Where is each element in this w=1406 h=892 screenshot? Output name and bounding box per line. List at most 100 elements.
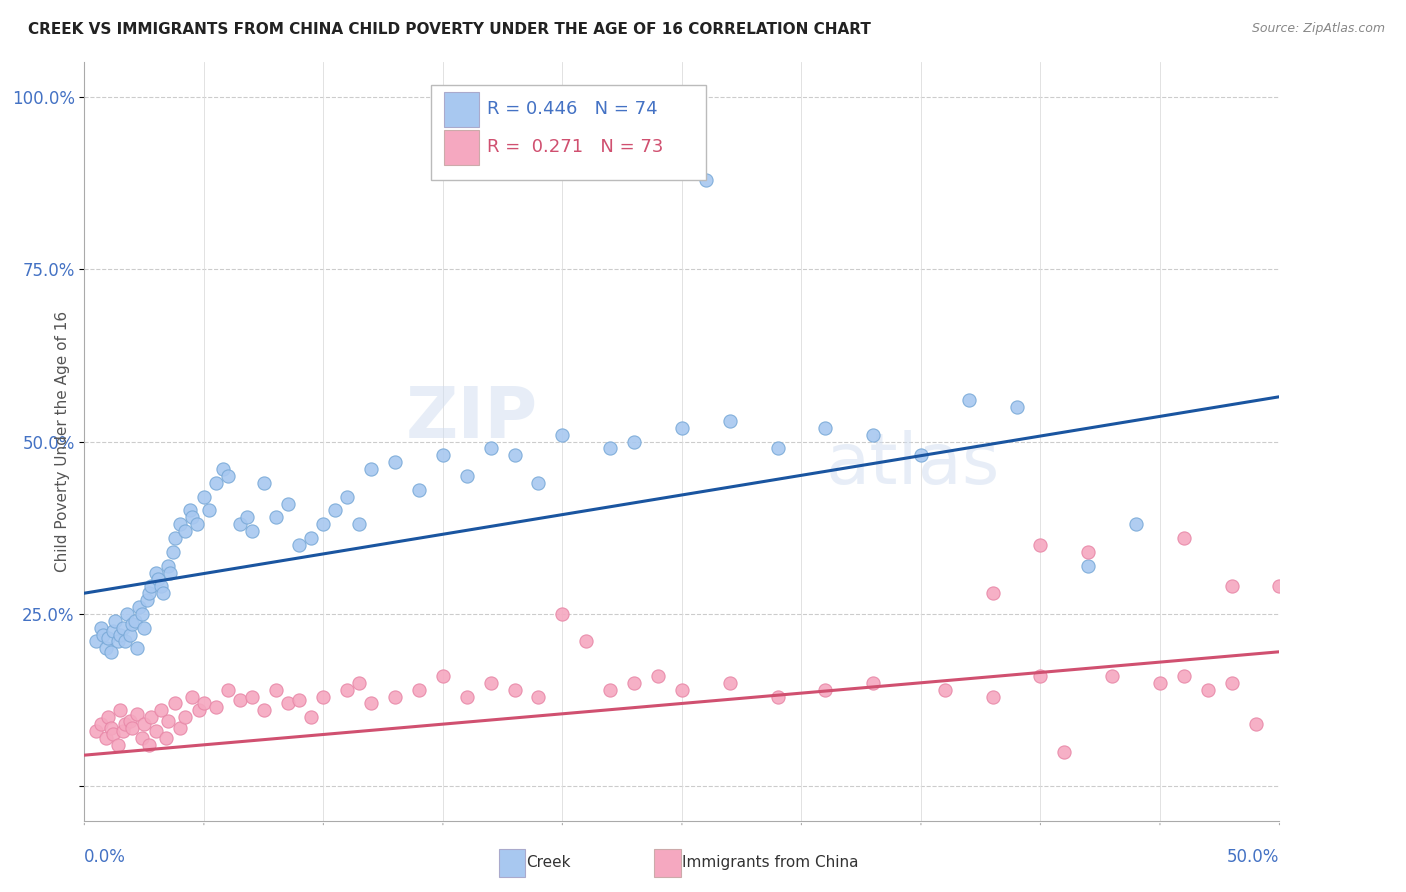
Point [862, 675, 884, 690]
Point [1220, 675, 1243, 690]
Point [1220, 579, 1243, 593]
Text: 50.0%: 50.0% [1227, 848, 1279, 866]
Point [384, 455, 406, 469]
Point [312, 690, 335, 704]
Point [575, 634, 598, 648]
Point [124, 614, 146, 628]
Point [157, 558, 180, 573]
Point [212, 462, 235, 476]
Point [114, 717, 136, 731]
Point [110, 703, 132, 717]
Point [1125, 517, 1147, 532]
Point [94, 731, 117, 745]
Point [277, 697, 299, 711]
Point [145, 724, 167, 739]
Point [118, 714, 141, 728]
FancyBboxPatch shape [444, 130, 479, 165]
Point [718, 675, 741, 690]
Text: Creek: Creek [527, 855, 571, 870]
Point [349, 675, 371, 690]
Point [623, 434, 645, 449]
Point [111, 724, 134, 739]
Point [301, 710, 323, 724]
Point [479, 675, 502, 690]
Point [188, 703, 211, 717]
Text: Immigrants from China: Immigrants from China [682, 855, 859, 870]
Point [527, 475, 550, 490]
Point [408, 682, 430, 697]
Point [647, 669, 669, 683]
Point [90, 717, 112, 731]
Point [236, 510, 259, 524]
Point [599, 442, 621, 456]
Point [957, 393, 980, 408]
Point [135, 593, 157, 607]
Text: Source: ZipAtlas.com: Source: ZipAtlas.com [1251, 22, 1385, 36]
Point [90, 621, 112, 635]
Point [229, 693, 252, 707]
Point [217, 682, 239, 697]
Point [1149, 675, 1171, 690]
Point [148, 573, 170, 587]
Point [288, 538, 311, 552]
Point [1197, 682, 1219, 697]
Point [456, 690, 478, 704]
Point [264, 510, 287, 524]
Point [193, 697, 215, 711]
Point [132, 621, 156, 635]
Point [152, 586, 174, 600]
Point [253, 475, 276, 490]
Y-axis label: Child Poverty Under the Age of 16: Child Poverty Under the Age of 16 [55, 311, 70, 572]
Point [1077, 545, 1099, 559]
Point [118, 627, 141, 641]
Point [101, 727, 124, 741]
Point [981, 586, 1004, 600]
Point [114, 634, 136, 648]
Text: R = 0.446   N = 74: R = 0.446 N = 74 [486, 101, 658, 119]
Point [125, 641, 148, 656]
Point [104, 614, 127, 628]
Point [131, 731, 153, 745]
Point [503, 682, 526, 697]
Point [1173, 531, 1195, 545]
Point [165, 531, 187, 545]
Point [671, 421, 693, 435]
Point [94, 641, 117, 656]
Point [197, 503, 219, 517]
Point [336, 490, 359, 504]
Point [101, 624, 124, 639]
Point [169, 721, 191, 735]
Point [97, 710, 120, 724]
Point [277, 497, 299, 511]
Point [186, 517, 208, 532]
Point [181, 690, 204, 704]
Point [910, 448, 932, 462]
Point [86, 724, 108, 739]
Point [1244, 717, 1267, 731]
Point [111, 621, 134, 635]
Point [1268, 579, 1291, 593]
Point [100, 645, 122, 659]
Point [240, 690, 263, 704]
Text: ZIP: ZIP [406, 384, 538, 453]
Point [1101, 669, 1123, 683]
Point [165, 697, 187, 711]
Point [1173, 669, 1195, 683]
Point [325, 503, 347, 517]
Point [240, 524, 263, 538]
Point [169, 517, 191, 532]
Point [117, 607, 139, 621]
Text: CREEK VS IMMIGRANTS FROM CHINA CHILD POVERTY UNDER THE AGE OF 16 CORRELATION CHA: CREEK VS IMMIGRANTS FROM CHINA CHILD POV… [28, 22, 870, 37]
Point [125, 706, 148, 721]
Point [86, 634, 108, 648]
Point [149, 579, 172, 593]
Point [766, 442, 789, 456]
Point [336, 682, 359, 697]
Point [432, 669, 454, 683]
Text: 0.0%: 0.0% [84, 848, 127, 866]
Point [145, 566, 167, 580]
Point [671, 682, 693, 697]
Point [432, 448, 454, 462]
Point [312, 517, 335, 532]
Point [766, 690, 789, 704]
